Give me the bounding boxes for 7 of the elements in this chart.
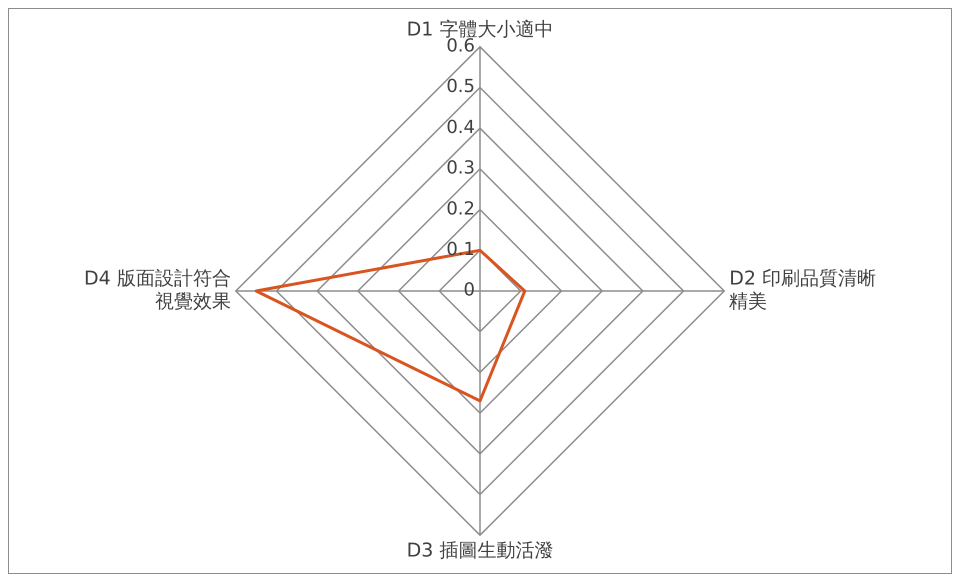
spoke-label: D2 印刷品質清晰精美 <box>729 268 876 312</box>
y-tick-label: 0.2 <box>446 198 475 220</box>
y-tick-label: 0.4 <box>446 116 475 138</box>
spoke-label: D3 插圖生動活潑 <box>406 540 554 562</box>
y-tick-label: 0.3 <box>446 158 475 179</box>
y-tick-label: 0.5 <box>446 76 475 98</box>
spoke-label: D4 版面設計符合視覺效果 <box>84 268 231 312</box>
